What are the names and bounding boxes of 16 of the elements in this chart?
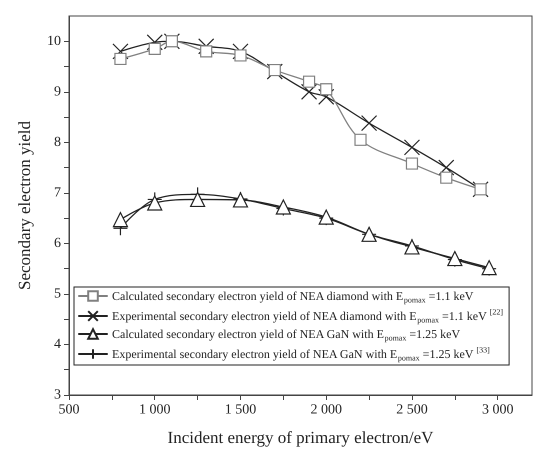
x-tick-label: 1 000 — [138, 402, 170, 418]
x-tick-label: 2 000 — [310, 402, 342, 418]
x-tick-label: 500 — [58, 402, 80, 418]
y-tick-label: 9 — [54, 84, 61, 100]
x-axis-title: Incident energy of primary electron/eV — [168, 428, 434, 447]
y-tick-label: 7 — [54, 185, 61, 200]
y-tick-label: 3 — [54, 388, 61, 402]
y-tick-label: 10 — [47, 34, 61, 49]
y-tick-label: 8 — [54, 134, 61, 150]
y-tick-label: 5 — [54, 286, 61, 302]
x-tick-label: 3 000 — [482, 402, 514, 418]
y-tick-label: 6 — [54, 236, 61, 251]
x-tick-label: 2 500 — [396, 402, 428, 418]
x-tick-label: 1 500 — [224, 402, 256, 418]
y-axis-title: Secondary electron yield — [15, 120, 34, 290]
y-tick-label: 4 — [54, 336, 61, 352]
